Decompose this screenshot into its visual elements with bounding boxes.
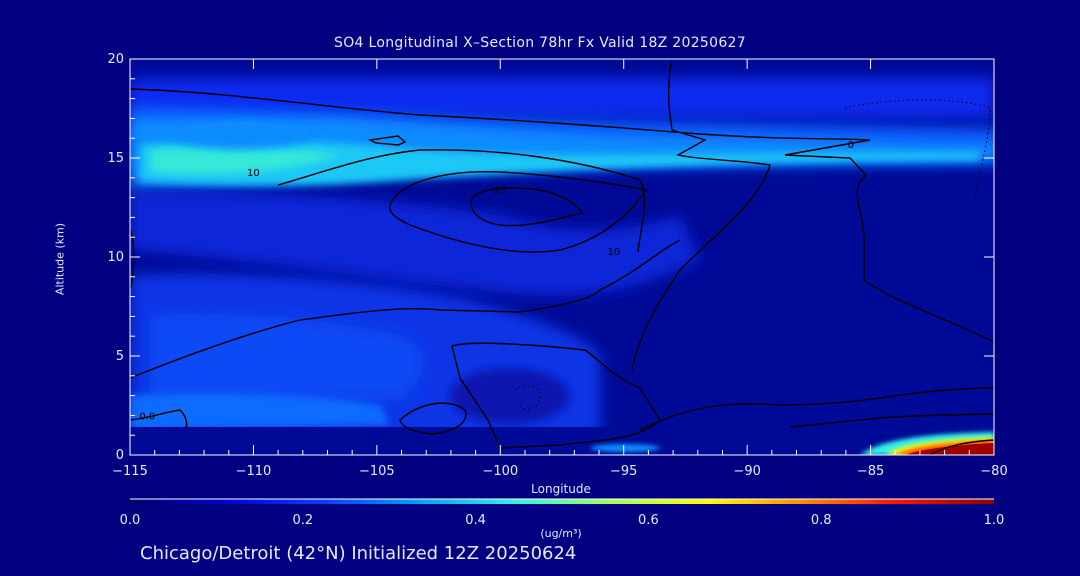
x-tick-label: −85 [857,464,884,479]
y-tick-label: 5 [116,349,124,364]
contour-level-10 [277,149,646,253]
contour-inner-ring [388,171,648,253]
dotted-contour-east [844,99,991,201]
contour-label: 10 [607,247,620,258]
contour-east-lower [639,387,994,431]
y-tick-label: 20 [107,52,124,67]
x-axis: −115 −110 −105 −100 −95 −90 −85 −80 [112,59,1008,479]
colorbar-tick-label: 0.8 [811,513,832,528]
footer-caption: Chicago/Detroit (42°N) Initialized 12Z 2… [140,543,577,564]
colorbar-tick-label: 0.4 [465,513,486,528]
field-band-bright [150,147,340,175]
colorbar-tick-label: 1.0 [984,513,1005,528]
x-tick-label: −100 [482,464,518,479]
field-boundary-layer [130,393,390,430]
contour-label: 0.0 [139,411,155,422]
colorbar: 0.0 0.2 0.4 0.6 0.8 1.0 [120,498,1005,528]
colorbar-tick-label: 0.6 [638,513,659,528]
dotted-contour-lower [514,385,541,410]
contour-level-20 [470,187,584,227]
x-tick-label: −80 [980,464,1007,479]
contour-left-edge [130,229,135,291]
colorbar-tick-label: 0.0 [120,513,141,528]
field-band-cyan [140,140,980,187]
contour-small-loop [367,135,407,146]
field-midlevel [130,190,700,296]
x-tick-label: −115 [112,464,148,479]
contour-top [130,88,994,343]
contour-lines [130,59,994,455]
x-tick-label: −105 [359,464,395,479]
contour-lower-lobe [451,342,661,449]
field-lower-core [150,313,424,400]
contour-mid-plume [130,239,681,379]
y-tick-label: 0 [116,448,124,463]
contour-lower-loop [399,402,467,435]
field-surface-background [130,427,994,455]
x-tick-label: −110 [236,464,272,479]
x-tick-label: −90 [733,464,760,479]
contour-label: 0 [848,140,854,151]
contour-far-east [929,439,994,455]
contour-label-group: 0 10 20 10 0.0 [139,140,854,422]
dotted-contour-lines [514,99,991,410]
concentration-field [130,59,994,455]
field-hotspot-red [905,443,994,455]
y-tick-label: 15 [107,151,124,166]
colorbar-tick-label: 0.2 [292,513,313,528]
colorbar-units: (ug/m³) [540,527,582,540]
x-axis-label: Longitude [531,482,591,496]
contour-label: 20 [494,186,507,197]
y-tick-label: 10 [107,250,124,265]
field-upper-patch [170,121,310,149]
contour-top-mid [631,59,771,371]
x-tick-label: −95 [610,464,637,479]
colorbar-gradient [130,499,994,504]
field-surface-patch [590,444,660,452]
contour-label: 10 [247,168,260,179]
y-axis-label: Altitude (km) [53,222,67,296]
field-darker-patch [450,368,570,424]
chart-title: SO4 Longitudinal X–Section 78hr Fx Valid… [334,35,746,51]
y-axis: 0 5 10 15 20 [107,52,994,463]
contour-east-surface [789,413,994,428]
contour-surface-near [130,409,188,429]
